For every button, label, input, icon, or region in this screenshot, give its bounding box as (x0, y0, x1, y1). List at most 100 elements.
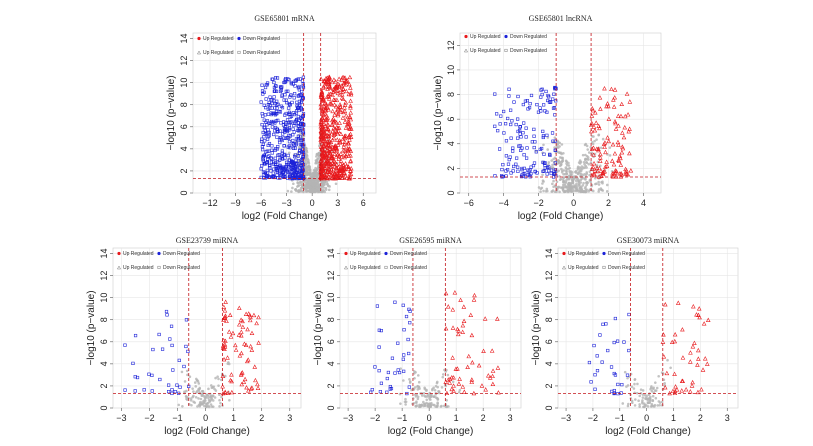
not-significant-point (334, 182, 338, 186)
up-regulated-point (618, 174, 624, 179)
up-regulated-point (445, 377, 451, 382)
not-significant-point (304, 181, 308, 185)
not-significant-point (581, 184, 585, 187)
panel-title: GSE30073 miRNA (617, 236, 680, 245)
not-significant-point (214, 376, 217, 380)
up-regulated-point (596, 146, 601, 151)
not-significant-point (567, 176, 571, 180)
not-significant-point (587, 151, 591, 154)
legend-up-open-marker (343, 265, 349, 270)
up-regulated-point (589, 128, 594, 134)
down-regulated-point (493, 174, 497, 178)
up-regulated-point (333, 154, 339, 159)
y-axis-label: −log10 (p−value) (313, 290, 324, 365)
up-regulated-point (348, 131, 353, 136)
down-regulated-point (589, 380, 593, 384)
y-tick-label: 14 (99, 249, 109, 259)
not-significant-point (542, 189, 545, 193)
down-regulated-point (526, 173, 530, 177)
not-significant-point (434, 391, 438, 395)
down-regulated-point (514, 122, 518, 127)
down-regulated-point (528, 102, 532, 106)
y-tick-label: 6 (99, 339, 109, 344)
up-regulated-point (591, 171, 597, 177)
y-tick-label: 0 (326, 405, 336, 410)
down-regulated-point (299, 122, 303, 126)
down-regulated-point (554, 99, 558, 103)
not-significant-point (298, 189, 302, 193)
not-significant-point (584, 153, 587, 157)
up-regulated-point (240, 370, 245, 375)
down-regulated-point (165, 313, 169, 317)
down-regulated-point (274, 112, 278, 116)
up-regulated-point (322, 78, 327, 84)
up-regulated-point (248, 314, 253, 320)
up-regulated-point (601, 169, 606, 174)
down-regulated-point (503, 122, 508, 126)
up-regulated-point (680, 327, 685, 332)
legend-down-open-label: Down Regulated (510, 48, 547, 54)
not-significant-point (436, 401, 439, 405)
not-significant-point (547, 161, 551, 164)
not-significant-point (550, 159, 554, 162)
down-regulated-point (518, 124, 522, 129)
down-regulated-point (150, 389, 154, 393)
not-significant-point (585, 183, 589, 187)
down-regulated-point (529, 93, 534, 98)
down-regulated-point (286, 127, 290, 131)
up-regulated-point (345, 146, 350, 151)
not-significant-point (423, 404, 427, 407)
not-significant-point (651, 399, 655, 403)
up-regulated-point (246, 311, 251, 316)
not-significant-point (429, 405, 432, 409)
down-regulated-point (269, 111, 273, 115)
panel-title: GSE65801 lncRNA (529, 14, 593, 23)
not-significant-point (209, 395, 213, 398)
up-regulated-point (322, 144, 327, 149)
not-significant-point (314, 166, 317, 170)
not-significant-point (593, 139, 596, 143)
down-regulated-point (263, 113, 267, 117)
down-regulated-point (516, 94, 520, 99)
down-regulated-point (524, 135, 528, 139)
y-tick-label: 2 (99, 383, 109, 388)
legend: Up Regulated Down Regulated Up Regulated Do… (196, 36, 280, 56)
plot-area (112, 247, 302, 409)
down-regulated-point (287, 106, 291, 110)
down-regulated-point (598, 333, 602, 337)
up-regulated-point (324, 140, 329, 146)
not-significant-point (314, 169, 317, 173)
down-regulated-point (275, 106, 279, 110)
down-regulated-point (262, 162, 267, 166)
up-regulated-point (662, 385, 668, 390)
not-significant-point (658, 401, 662, 404)
down-regulated-point (264, 97, 268, 101)
down-regulated-point (298, 77, 302, 81)
up-regulated-point (447, 376, 453, 381)
not-significant-point (660, 400, 664, 404)
down-regulated-point (551, 97, 555, 101)
up-regulated-point (624, 171, 629, 176)
up-regulated-point (256, 314, 261, 320)
up-regulated-point (343, 112, 349, 118)
legend-down-marker (504, 34, 508, 39)
up-regulated-point (341, 162, 346, 167)
up-regulated-point (321, 78, 327, 83)
down-regulated-point (293, 84, 297, 88)
up-regulated-point (244, 385, 249, 390)
down-regulated-point (288, 169, 292, 174)
not-significant-point (583, 163, 586, 166)
not-significant-point (584, 157, 587, 161)
down-regulated-point (275, 76, 280, 80)
data-points (587, 300, 711, 409)
x-tick-label: −3 (116, 413, 126, 423)
up-regulated-point (333, 79, 338, 84)
down-regulated-point (281, 132, 285, 136)
down-regulated-point (177, 358, 181, 362)
not-significant-point (209, 384, 213, 387)
up-regulated-point (343, 125, 349, 130)
down-regulated-point (261, 142, 265, 146)
not-significant-point (583, 166, 586, 170)
down-regulated-point (595, 354, 599, 358)
not-significant-point (565, 163, 569, 167)
